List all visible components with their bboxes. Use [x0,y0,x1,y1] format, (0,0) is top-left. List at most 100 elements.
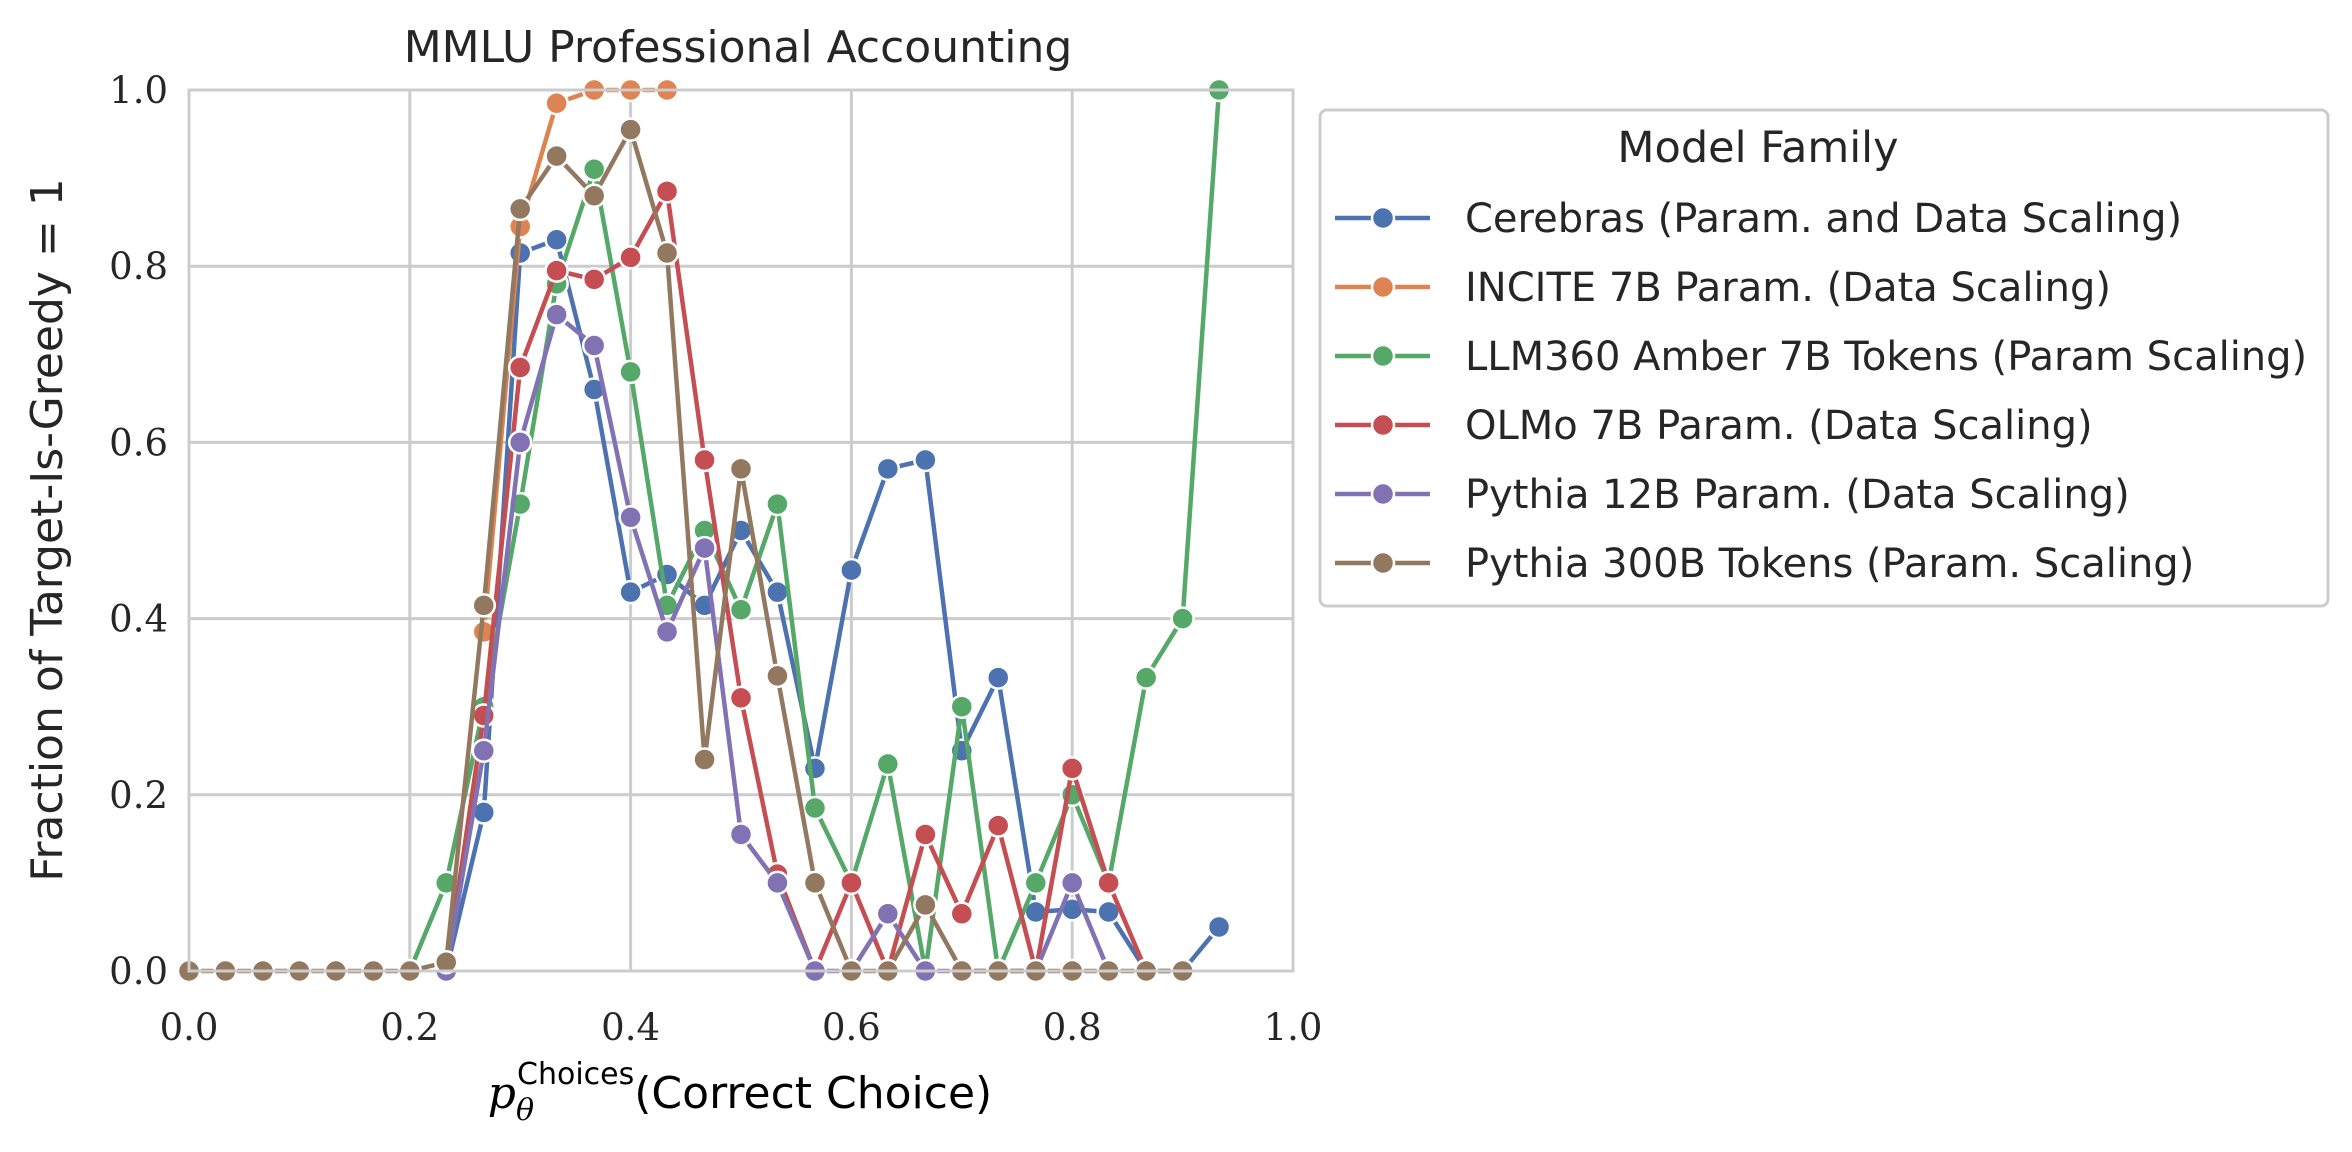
data-point [913,892,938,918]
data-point [1023,870,1049,896]
data-point [654,240,680,266]
data-point [544,143,569,169]
data-point [544,90,569,116]
legend-label: Pythia 12B Param. (Data Scaling) [1465,472,2130,518]
legend-item: Pythia 12B Param. (Data Scaling) [1335,472,2130,518]
data-point [875,901,901,926]
data-point [692,447,717,473]
y-axis-label: Fraction of Target-Is-Greedy = 1 [22,178,73,882]
x-axis-label-symbol: p [488,1068,516,1119]
legend-item: OLMo 7B Param. (Data Scaling) [1335,403,2093,449]
data-point [913,822,938,847]
data-point [471,738,497,763]
x-tick-label: 0.8 [1043,1006,1102,1049]
data-point [581,333,607,358]
data-point [654,179,680,204]
data-point [949,694,975,719]
data-point [507,355,533,380]
data-point [765,870,790,896]
data-point [581,183,607,208]
legend-item: Pythia 300B Tokens (Param. Scaling) [1335,541,2194,587]
data-point [913,447,938,473]
data-point [544,227,569,253]
data-point [875,751,901,777]
data-point [1206,914,1232,940]
data-point [618,117,643,142]
legend-marker [1370,205,1396,231]
data-point [839,557,864,583]
chart-title: MMLU Professional Accounting [404,22,1073,73]
data-point [1170,606,1195,631]
data-point [1059,756,1085,781]
legend-marker [1370,343,1396,369]
data-point [692,535,717,561]
data-point [802,870,828,896]
y-tick-label: 1.0 [109,69,168,112]
x-axis-label: pθChoices(Correct Choice) [488,1057,992,1128]
legend-item: LLM360 Amber 7B Tokens (Param Scaling) [1335,334,2307,380]
legend-title: Model Family [1617,123,1898,173]
legend-box [1318,108,2330,608]
y-tick-label: 0.6 [109,421,168,464]
legend-label: OLMo 7B Param. (Data Scaling) [1465,403,2093,449]
y-tick-label: 0.8 [109,245,168,288]
data-point [544,302,569,327]
data-point [618,245,643,270]
x-tick-label: 1.0 [1264,1006,1323,1049]
x-tick-label: 0.4 [601,1006,660,1049]
data-point [507,430,533,455]
legend-marker [1370,412,1396,438]
data-point [544,258,569,283]
legend-item: INCITE 7B Param. (Data Scaling) [1335,265,2111,311]
x-tick-label: 0.2 [380,1006,439,1049]
plot-frame [187,88,1295,973]
grid [187,88,1295,973]
data-point [692,747,717,772]
data-point [765,663,790,689]
data-point [581,157,607,182]
data-point [728,685,754,711]
x-tick-label: 0.0 [160,1006,219,1049]
data-point [471,703,497,728]
data-point [839,870,864,896]
data-point [985,665,1011,690]
data-point [618,579,643,605]
data-point [1096,870,1121,896]
legend: Model Family Cerebras (Param. and Data S… [1318,108,2330,608]
data-point [654,619,680,645]
data-point [765,491,790,517]
x-axis-label-text: (Correct Choice) [634,1068,992,1119]
legend-marker [1370,274,1396,300]
legend-label: Pythia 300B Tokens (Param. Scaling) [1465,541,2194,587]
data-point [507,196,533,222]
data-point [471,593,497,618]
y-tick-label: 0.4 [109,598,168,641]
data-point [949,901,975,926]
data-point [1133,665,1159,690]
legend-label: LLM360 Amber 7B Tokens (Param Scaling) [1465,334,2307,380]
legend-marker [1370,481,1396,507]
legend-marker [1370,550,1396,576]
data-point [433,949,459,975]
data-point [875,456,901,482]
data-point [618,505,643,530]
x-tick-label: 0.6 [822,1006,881,1049]
x-axis-label-subscript: θ [516,1093,534,1128]
x-axis-label-superscript: Choices [517,1057,634,1092]
data-point [728,822,754,847]
data-point [728,456,754,482]
series-line [443,237,1222,974]
legend-entries: Cerebras (Param. and Data Scaling) INCITE… [1335,196,2307,587]
data-point [581,267,607,292]
data-point [618,359,643,385]
y-tick-label: 0.2 [109,774,168,817]
data-point [728,597,754,623]
data-point [802,795,828,821]
data-point [1059,870,1085,896]
legend-label: Cerebras (Param. and Data Scaling) [1465,196,2182,242]
legend-label: INCITE 7B Param. (Data Scaling) [1465,265,2111,311]
data-point [985,813,1011,838]
y-tick-label: 0.0 [109,950,168,993]
legend-item: Cerebras (Param. and Data Scaling) [1335,196,2182,242]
